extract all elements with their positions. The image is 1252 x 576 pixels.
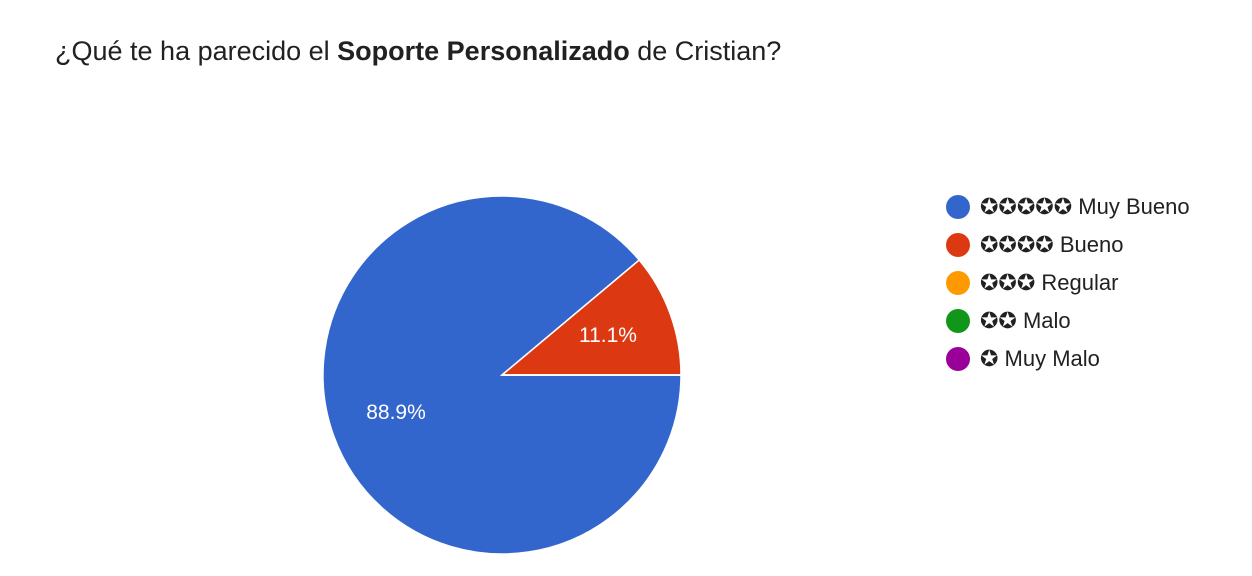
slice-label: 11.1%: [579, 324, 637, 347]
slice-label: 88.9%: [366, 401, 426, 424]
chart-title: ¿Qué te ha parecido el Soporte Personali…: [55, 36, 781, 67]
legend-marker: [946, 271, 970, 295]
legend-marker: [946, 309, 970, 333]
legend-label: ✪✪✪✪✪ Muy Bueno: [980, 194, 1190, 219]
title-bold: Soporte Personalizado: [337, 36, 630, 66]
title-part: de Cristian?: [629, 36, 782, 66]
legend-marker: [946, 195, 970, 219]
legend-marker: [946, 347, 970, 371]
legend-label: ✪ Muy Malo: [980, 346, 1100, 371]
legend-marker: [946, 233, 970, 257]
pie-slice: [322, 195, 682, 555]
title-part: ¿Qué te ha parecido el: [55, 36, 338, 66]
legend-label: ✪✪✪ Regular: [980, 270, 1118, 295]
legend-label: ✪✪ Malo: [980, 308, 1071, 333]
legend-label: ✪✪✪✪ Bueno: [980, 232, 1123, 257]
pie-slice: [499, 258, 682, 376]
